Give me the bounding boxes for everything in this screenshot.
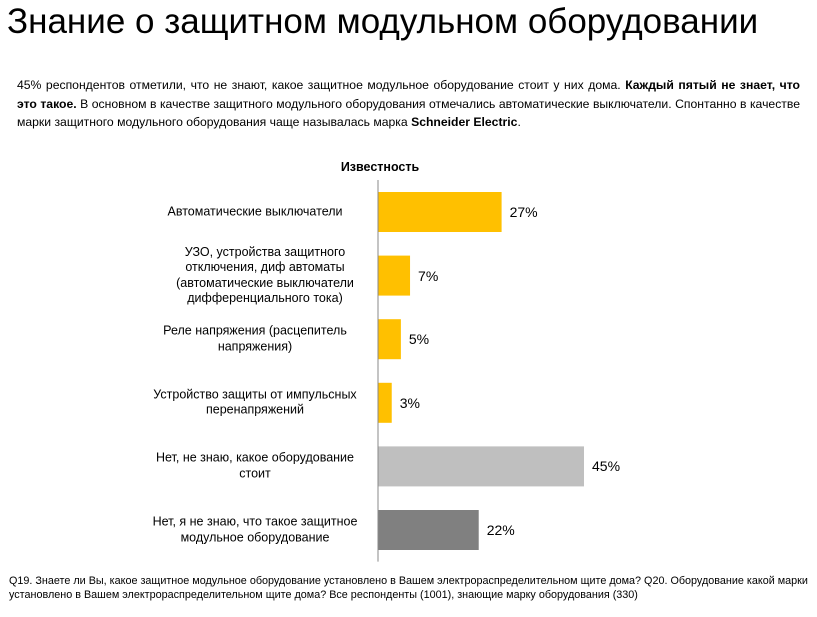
summary-bold1: Каждый пятый не знает, что это такое. bbox=[17, 78, 801, 111]
summary-part1: 45% респондентов отметили, что не знают,… bbox=[17, 78, 626, 92]
category-label: Нет, я не знаю, что такое защитное модул… bbox=[152, 514, 358, 545]
summary-part2: В основном в качестве защитного модульно… bbox=[17, 96, 800, 130]
value-label: 45% bbox=[592, 458, 621, 475]
value-label: 5% bbox=[408, 331, 430, 348]
footnote: Q19. Знаете ли Вы, какое защитное модуль… bbox=[9, 575, 808, 601]
value-label: 27% bbox=[509, 204, 538, 220]
bar bbox=[378, 319, 401, 360]
value-label: 7% bbox=[418, 267, 439, 284]
bar bbox=[378, 255, 411, 296]
summary-part3: . bbox=[517, 115, 521, 129]
bar bbox=[378, 192, 502, 232]
value-label: 3% bbox=[399, 394, 420, 411]
bar bbox=[378, 382, 392, 423]
value-label: 22% bbox=[486, 522, 515, 538]
category-label: Устройство защиты от импульсных перенапр… bbox=[153, 387, 357, 417]
summary-text: 45% респондентов отметили, что не знают,… bbox=[17, 76, 800, 132]
bar bbox=[378, 446, 584, 487]
summary-bold2: Schneider Electric bbox=[411, 115, 518, 129]
slide-title: Знание о защитном модульном оборудовании bbox=[7, 2, 759, 41]
category-label: Нет, не знаю, какое оборудование стоит bbox=[155, 450, 354, 481]
category-label: УЗО, устройства защитного отключения, ди… bbox=[176, 244, 354, 306]
chart-title: Известность bbox=[340, 160, 420, 174]
category-label: Автоматические выключатели bbox=[167, 204, 343, 219]
category-label: Реле напряжения (расцепитель напряжения) bbox=[163, 323, 347, 354]
bar bbox=[378, 510, 479, 550]
